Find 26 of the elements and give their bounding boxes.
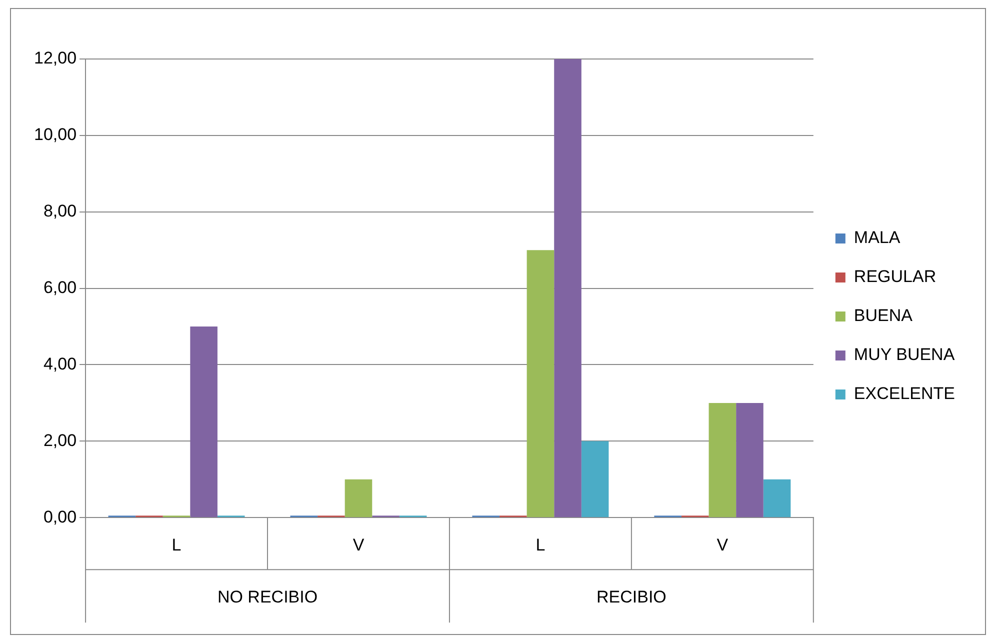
y-tick-label: 4,00 (43, 354, 77, 374)
legend-label: REGULAR (854, 267, 936, 286)
bar (736, 402, 764, 518)
y-tick-label: 2,00 (43, 430, 77, 450)
bar (581, 441, 609, 518)
bar (344, 479, 372, 518)
legend-label: EXCELENTE (854, 384, 956, 404)
x-tick-label: L (536, 535, 546, 554)
legend-label: BUENA (854, 306, 914, 326)
y-tick-label: 10,00 (34, 125, 77, 144)
text: NO RECIBIO (217, 587, 318, 606)
y-tick-label: 0,00 (43, 507, 77, 526)
bar (763, 479, 791, 518)
y-tick-label: 8,00 (43, 202, 77, 221)
bar (708, 402, 736, 518)
legend-label: MUY BUENA (854, 345, 956, 364)
bar (554, 59, 582, 518)
x-tick-label: V (352, 535, 365, 554)
legend-label: MALA (854, 228, 901, 248)
bar (190, 326, 218, 518)
x-tick-label: L (172, 535, 182, 554)
bar (526, 250, 554, 518)
x-tick-label: V (716, 535, 729, 554)
text: RECIBIO (596, 587, 666, 606)
y-tick-label: 6,00 (43, 278, 77, 297)
y-tick-label: 12,00 (34, 48, 77, 68)
